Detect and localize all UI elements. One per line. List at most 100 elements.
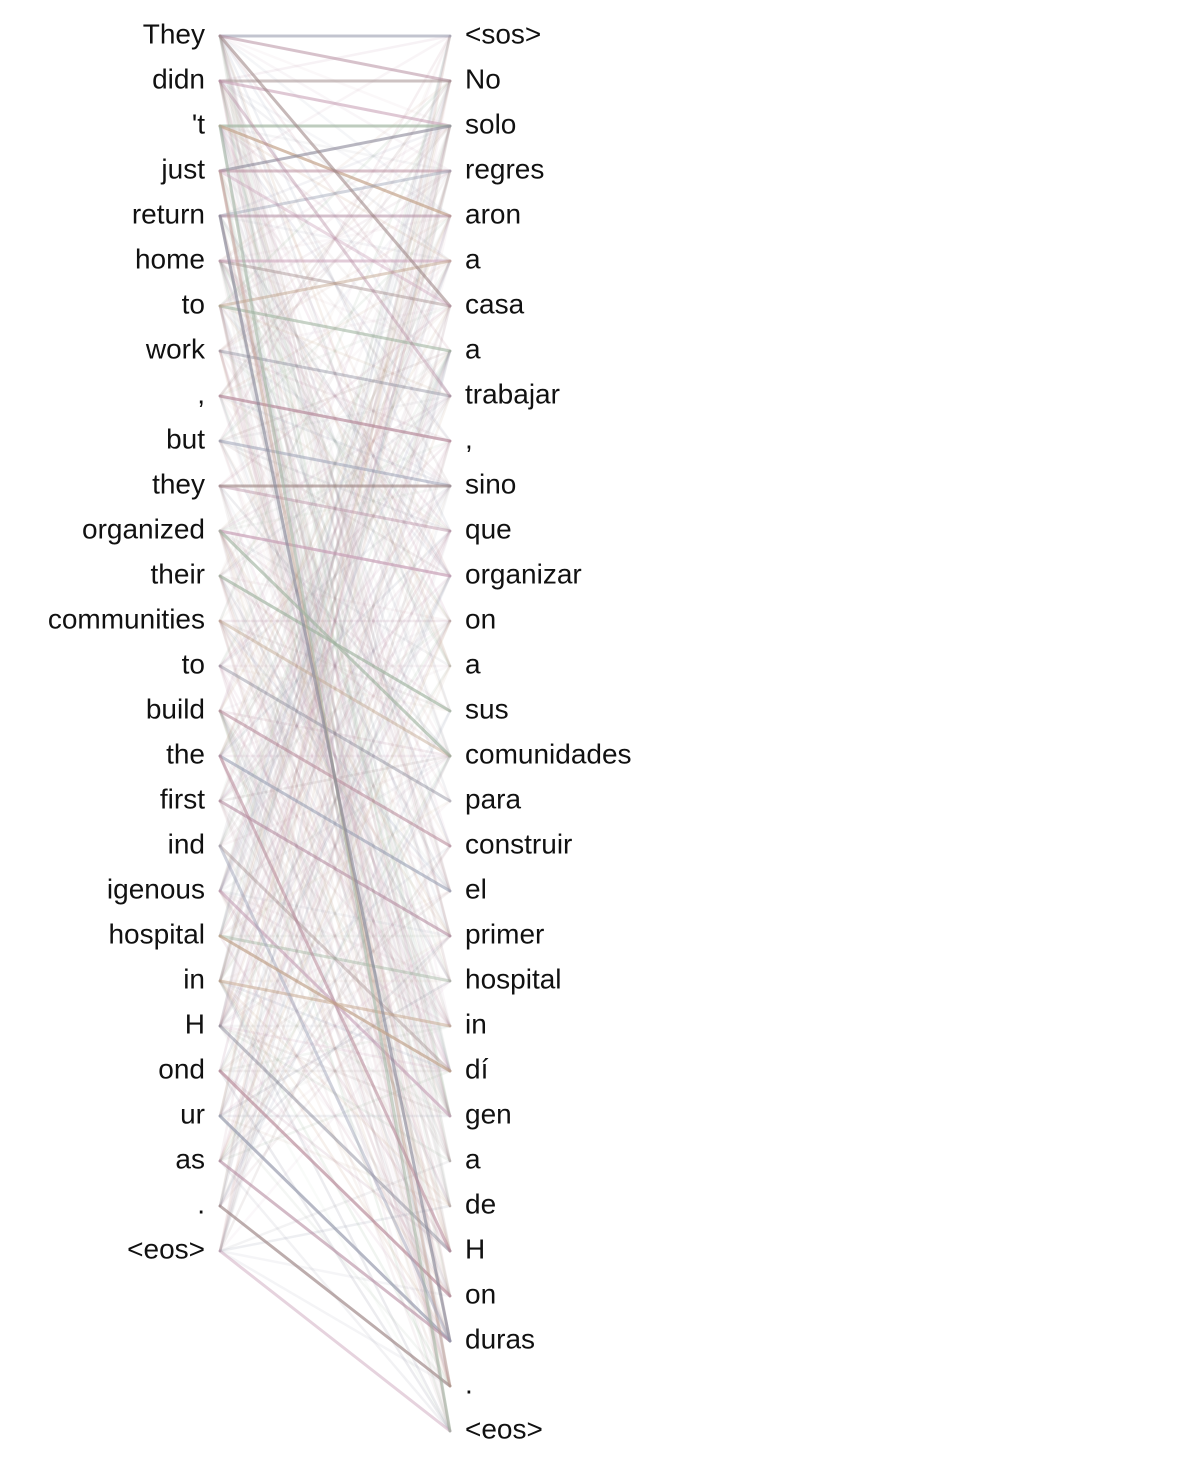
attention-link <box>218 34 452 1208</box>
attention-link <box>218 799 452 1433</box>
attention-link <box>218 619 452 1163</box>
attention-link <box>218 979 452 1163</box>
attention-link <box>218 529 452 1388</box>
attention-link-strong <box>218 169 452 308</box>
attention-link <box>218 529 452 1163</box>
attention-link <box>218 124 452 1118</box>
attention-link <box>218 394 452 1028</box>
attention-link <box>218 574 452 758</box>
target-token: construir <box>465 828 572 859</box>
attention-link <box>218 484 452 758</box>
attention-link <box>218 169 452 308</box>
attention-link <box>218 934 452 1118</box>
attention-link <box>218 484 452 1118</box>
attention-link <box>218 79 452 1253</box>
target-token: duras <box>465 1323 535 1354</box>
attention-link <box>218 574 452 803</box>
attention-link <box>218 34 452 1118</box>
attention-link <box>218 979 452 1253</box>
attention-link-strong <box>218 934 452 983</box>
source-token: ur <box>180 1098 205 1129</box>
attention-link <box>218 304 452 713</box>
attention-link <box>218 259 452 803</box>
attention-link <box>218 1069 452 1163</box>
attention-link <box>218 664 452 1388</box>
attention-link <box>218 79 452 983</box>
source-token: communities <box>48 603 205 634</box>
attention-link <box>218 934 452 1298</box>
source-token: the <box>166 738 205 769</box>
attention-link <box>218 439 452 578</box>
attention-link <box>218 754 452 938</box>
source-token: igenous <box>107 873 205 904</box>
attention-link <box>218 439 452 983</box>
attention-link <box>218 529 452 1433</box>
attention-link <box>218 754 452 1343</box>
source-token: hospital <box>108 918 205 949</box>
attention-link <box>218 1024 452 1163</box>
attention-link <box>218 349 452 1073</box>
attention-link <box>218 709 452 1118</box>
attention-link <box>218 34 452 1028</box>
attention-link <box>218 664 452 848</box>
attention-link-strong <box>218 799 452 938</box>
attention-link <box>218 529 452 713</box>
attention-link <box>218 889 452 1253</box>
attention-link <box>218 799 452 1343</box>
attention-link <box>218 34 452 533</box>
attention-link <box>218 394 452 668</box>
target-token: a <box>465 243 481 274</box>
attention-link <box>218 124 452 893</box>
attention-link <box>218 574 452 1253</box>
source-token: just <box>160 153 205 184</box>
attention-link-strong <box>218 844 452 1073</box>
attention-link <box>218 979 452 1073</box>
attention-link <box>218 484 452 1388</box>
attention-link <box>218 889 452 938</box>
attention-link <box>218 529 452 938</box>
attention-link <box>218 79 452 1343</box>
attention-link <box>218 889 452 1073</box>
attention-link <box>218 1114 452 1208</box>
attention-link <box>218 259 452 488</box>
source-token: H <box>185 1008 205 1039</box>
attention-link <box>218 619 452 848</box>
attention-link <box>218 1249 452 1388</box>
attention-link <box>218 124 452 893</box>
attention-link <box>218 304 452 1118</box>
attention-link <box>218 574 452 623</box>
attention-link <box>218 214 452 1253</box>
attention-link <box>218 124 452 308</box>
attention-link <box>218 34 452 83</box>
attention-link <box>218 439 452 893</box>
attention-link-strong <box>218 124 452 173</box>
attention-link <box>218 34 452 1208</box>
target-token: gen <box>465 1098 512 1129</box>
attention-link-strong <box>218 1204 452 1388</box>
attention-link <box>218 574 452 1118</box>
attention-link <box>218 124 452 623</box>
attention-link <box>218 304 452 488</box>
source-token: to <box>182 648 205 679</box>
attention-link <box>218 979 452 1343</box>
attention-link <box>218 574 452 1298</box>
attention-link <box>218 664 452 1208</box>
attention-link <box>218 124 452 578</box>
target-token: para <box>465 783 521 814</box>
attention-link <box>218 664 452 1028</box>
source-token: organized <box>82 513 205 544</box>
attention-link-strong <box>218 79 452 128</box>
attention-link <box>218 169 452 443</box>
attention-link <box>218 259 452 983</box>
attention-link <box>218 574 452 1118</box>
attention-link <box>218 664 452 1208</box>
attention-link <box>218 529 452 983</box>
attention-link <box>218 34 452 1433</box>
attention-link <box>218 259 452 1433</box>
attention-link-strong <box>218 169 452 218</box>
target-token: , <box>465 423 473 454</box>
attention-link-strong <box>218 1249 452 1433</box>
attention-link <box>218 259 452 353</box>
attention-link <box>218 79 452 1253</box>
